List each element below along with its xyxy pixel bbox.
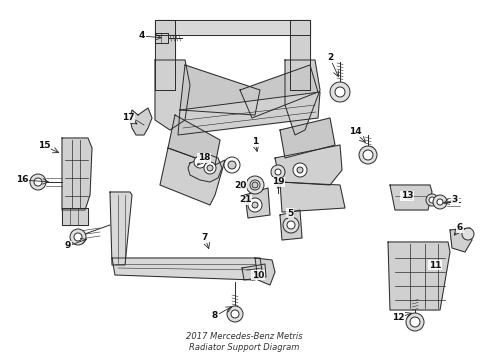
Circle shape: [226, 306, 243, 322]
Circle shape: [283, 217, 298, 233]
Circle shape: [432, 195, 446, 209]
Circle shape: [206, 165, 213, 171]
Text: 10: 10: [251, 270, 264, 279]
Circle shape: [247, 198, 262, 212]
Polygon shape: [62, 208, 88, 225]
Circle shape: [70, 229, 86, 245]
Text: 11: 11: [428, 261, 440, 270]
Polygon shape: [280, 210, 302, 240]
Circle shape: [296, 167, 303, 173]
Text: 14: 14: [348, 127, 361, 136]
Circle shape: [227, 161, 236, 169]
Circle shape: [274, 169, 281, 175]
Text: 16: 16: [16, 175, 28, 184]
Text: 9: 9: [65, 242, 71, 251]
Text: 21: 21: [238, 195, 251, 204]
Text: 6: 6: [456, 224, 462, 233]
Polygon shape: [130, 108, 152, 135]
Circle shape: [362, 150, 372, 160]
Polygon shape: [155, 20, 309, 35]
Polygon shape: [112, 258, 262, 280]
Text: 2017 Mercedes-Benz Metris
Radiator Support Diagram: 2017 Mercedes-Benz Metris Radiator Suppo…: [186, 332, 302, 352]
Circle shape: [329, 82, 349, 102]
Text: 1: 1: [251, 138, 258, 147]
Text: 7: 7: [202, 234, 208, 243]
Polygon shape: [285, 60, 319, 135]
Polygon shape: [160, 148, 224, 205]
Polygon shape: [387, 242, 449, 310]
Polygon shape: [62, 138, 92, 210]
Circle shape: [436, 199, 442, 205]
Text: 2: 2: [326, 54, 332, 63]
Circle shape: [428, 197, 434, 203]
Circle shape: [409, 317, 419, 327]
Text: 20: 20: [233, 180, 245, 189]
Polygon shape: [274, 145, 341, 185]
Circle shape: [270, 165, 285, 179]
Circle shape: [358, 146, 376, 164]
Circle shape: [251, 182, 258, 188]
Text: 3: 3: [451, 195, 457, 204]
Polygon shape: [449, 228, 471, 252]
Polygon shape: [178, 92, 319, 135]
Circle shape: [30, 174, 46, 190]
Circle shape: [224, 157, 240, 173]
Polygon shape: [187, 155, 222, 182]
Polygon shape: [242, 264, 265, 280]
Polygon shape: [289, 20, 309, 90]
Circle shape: [405, 313, 423, 331]
Circle shape: [251, 202, 258, 208]
Text: 15: 15: [38, 141, 50, 150]
Polygon shape: [240, 65, 317, 118]
Text: 19: 19: [271, 177, 284, 186]
Text: 4: 4: [139, 31, 145, 40]
Circle shape: [292, 163, 306, 177]
Polygon shape: [155, 60, 190, 130]
Circle shape: [286, 221, 294, 229]
Polygon shape: [155, 33, 168, 43]
Circle shape: [245, 176, 264, 194]
Text: 8: 8: [211, 311, 218, 320]
Text: 18: 18: [197, 153, 210, 162]
Polygon shape: [280, 182, 345, 212]
Polygon shape: [110, 192, 132, 265]
Text: 13: 13: [400, 192, 412, 201]
Circle shape: [34, 178, 42, 186]
Circle shape: [230, 310, 239, 318]
Polygon shape: [168, 115, 220, 165]
Circle shape: [249, 180, 260, 190]
Polygon shape: [254, 258, 274, 285]
Text: 5: 5: [286, 208, 292, 217]
Circle shape: [194, 156, 205, 168]
Polygon shape: [389, 185, 431, 210]
Circle shape: [203, 162, 216, 174]
Circle shape: [334, 87, 345, 97]
Polygon shape: [155, 20, 175, 90]
Text: 17: 17: [122, 113, 134, 122]
Polygon shape: [244, 188, 269, 218]
Circle shape: [425, 194, 437, 206]
Polygon shape: [280, 118, 334, 158]
Text: 12: 12: [391, 314, 404, 323]
Circle shape: [74, 233, 82, 241]
Circle shape: [461, 228, 473, 240]
Polygon shape: [180, 65, 260, 115]
